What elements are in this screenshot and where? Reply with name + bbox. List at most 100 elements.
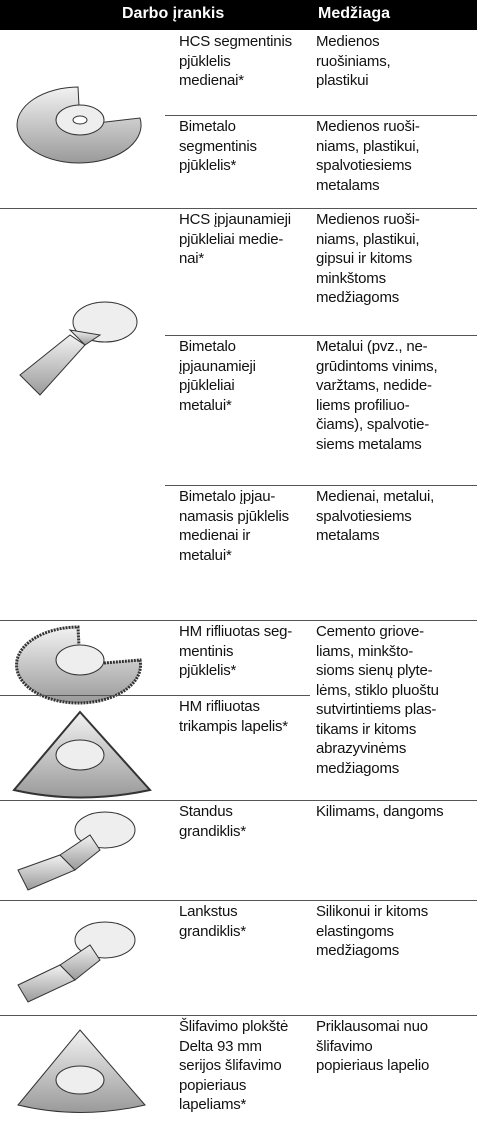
text-line: mentinis: [179, 642, 234, 660]
tool-cell: Lankstus grandiklis*: [179, 902, 246, 941]
tool-icons: [12, 86, 152, 1113]
text-line: elastingoms: [316, 922, 394, 940]
text-line: ruošiniams,: [316, 52, 391, 70]
text-line: medžiagoms: [316, 759, 400, 777]
text-line: metalui*: [179, 396, 232, 414]
tool-cell: Standus grandiklis*: [179, 802, 246, 841]
tool-cell: HM rifliuotas trikampis lapelis*: [179, 697, 288, 736]
text-line: metalams: [316, 176, 380, 194]
rigid-scraper-icon: [17, 811, 136, 891]
text-line: medienai ir: [179, 527, 251, 544]
tool-cell: HCS įpjaunamieji pjūkleliai medie-nai*: [179, 210, 291, 269]
text-line: niams, plastikui,: [316, 230, 420, 248]
text-line: sutvirtintiems plas-: [316, 701, 437, 718]
text-line: serijos šlifavimo: [179, 1057, 282, 1074]
text-line: medienai*: [179, 72, 244, 89]
material-cell: Medienos ruoši-niams, plastikui, spalvoti…: [316, 117, 420, 195]
text-line: popieriaus: [179, 1076, 247, 1094]
text-line: medžiagoms: [316, 942, 400, 959]
text-line: Bimetalo įpjau-: [179, 488, 276, 505]
text-line: šlifavimo: [316, 1037, 373, 1055]
material-cell: Medienai, metalui, spalvotiesiems metalams: [316, 487, 434, 546]
text-line: abrazyvinėms: [316, 740, 407, 757]
text-line: metalams: [316, 527, 380, 544]
text-line: liams, minkšto-: [316, 642, 414, 660]
row-divider: [0, 900, 477, 901]
flexible-scraper-icon: [17, 921, 136, 1003]
text-line: HM rifliuotas seg-: [179, 623, 293, 640]
header-row: Darbo įrankis Medžiaga: [0, 0, 477, 30]
text-line: liems profiliuo-: [316, 396, 410, 414]
text-line: niams, plastikui,: [316, 137, 420, 155]
text-line: spalvotiesiems: [316, 507, 412, 525]
text-line: Šlifavimo plokštė: [179, 1018, 289, 1035]
row-divider: [0, 208, 477, 209]
text-line: Delta 93 mm: [179, 1037, 262, 1055]
tool-cell: HM rifliuotas seg-mentinis pjūklelis*: [179, 622, 292, 681]
text-line: grandiklis*: [179, 922, 246, 940]
text-line: Standus: [179, 803, 233, 820]
text-line: siems metalams: [316, 435, 422, 453]
text-line: grandiklis*: [179, 822, 246, 840]
text-line: Silikonui ir kitoms: [316, 903, 429, 920]
text-line: Cemento griove-: [316, 623, 424, 640]
material-cell: Medienos ruošiniams, plastikui: [316, 32, 391, 91]
text-line: HCS įpjaunamieji: [179, 211, 291, 228]
text-line: Metalui (pvz., ne-: [316, 338, 428, 355]
text-line: Bimetalo: [179, 118, 236, 135]
row-divider: [165, 115, 477, 116]
text-line: pjūklelis*: [179, 662, 237, 679]
tool-cell: Bimetalo segmentinis pjūklelis*: [179, 117, 257, 176]
text-line: gipsui ir kitoms: [316, 250, 412, 267]
text-line: pjūklelis: [179, 52, 231, 70]
hm-segment-icon: [15, 625, 143, 705]
text-line: Medienos ruoši-: [316, 118, 420, 135]
row-divider: [0, 695, 310, 696]
triangle-pad-icon: [12, 710, 152, 799]
text-line: pjūklelis*: [179, 157, 237, 174]
material-cell: Priklausomai nuo šlifavimo popieriaus lape…: [316, 1017, 429, 1076]
row-divider: [0, 800, 477, 801]
text-line: įpjaunamieji: [179, 357, 256, 375]
material-cell: Kilimams, dangoms: [316, 802, 444, 822]
text-line: segmentinis: [179, 137, 257, 155]
row-divider: [165, 335, 477, 336]
text-line: trikampis lapelis*: [179, 717, 288, 735]
plunge-blade-icon: [19, 301, 138, 396]
text-line: spalvotiesiems: [316, 157, 412, 174]
text-line: medžiagoms: [316, 289, 400, 306]
text-line: lapeliams*: [179, 1096, 247, 1113]
text-line: minkštoms: [316, 269, 386, 287]
text-line: namasis pjūklelis: [179, 507, 289, 525]
row-divider: [0, 620, 477, 621]
tool-cell: Šlifavimo plokštė Delta 93 mm serijos šlif…: [179, 1017, 288, 1115]
text-line: varžtams, nedide-: [316, 377, 432, 394]
text-line: metalui*: [179, 546, 232, 564]
text-line: Medienos: [316, 33, 380, 50]
row-divider: [165, 485, 477, 486]
material-cell: Silikonui ir kitoms elastingoms medžiagoms: [316, 902, 428, 961]
sanding-plate-icon: [17, 1029, 146, 1113]
text-line: Medienos ruoši-: [316, 211, 420, 228]
text-line: Lankstus: [179, 903, 238, 920]
material-cell: Metalui (pvz., ne-grūdintoms vinims, varž…: [316, 337, 438, 454]
text-line: sioms sienų plyte-: [316, 662, 433, 679]
text-line: čiams), spalvotie-: [316, 416, 430, 433]
tool-cell: Bimetalo įpjau-namasis pjūklelis medienai…: [179, 487, 289, 565]
text-line: Bimetalo: [179, 338, 236, 355]
text-line: Kilimams, dangoms: [316, 803, 444, 820]
text-line: plastikui: [316, 72, 369, 89]
material-cell: Cemento griove-liams, minkšto-sioms sien…: [316, 622, 439, 778]
text-line: pjūkleliai medie-: [179, 230, 284, 248]
text-line: HCS segmentinis: [179, 33, 292, 50]
row-divider: [0, 1015, 477, 1016]
tool-cell: HCS segmentinis pjūklelis medienai*: [179, 32, 292, 91]
tool-cell: Bimetalo įpjaunamieji pjūkleliai metalui*: [179, 337, 256, 415]
text-line: tikams ir kitoms: [316, 720, 417, 738]
text-line: HM rifliuotas: [179, 698, 260, 715]
text-line: Priklausomai nuo: [316, 1018, 428, 1035]
text-line: lėms, stiklo pluoštu: [316, 681, 439, 699]
header-material: Medžiaga: [318, 5, 391, 22]
text-line: Medienai, metalui,: [316, 488, 435, 505]
